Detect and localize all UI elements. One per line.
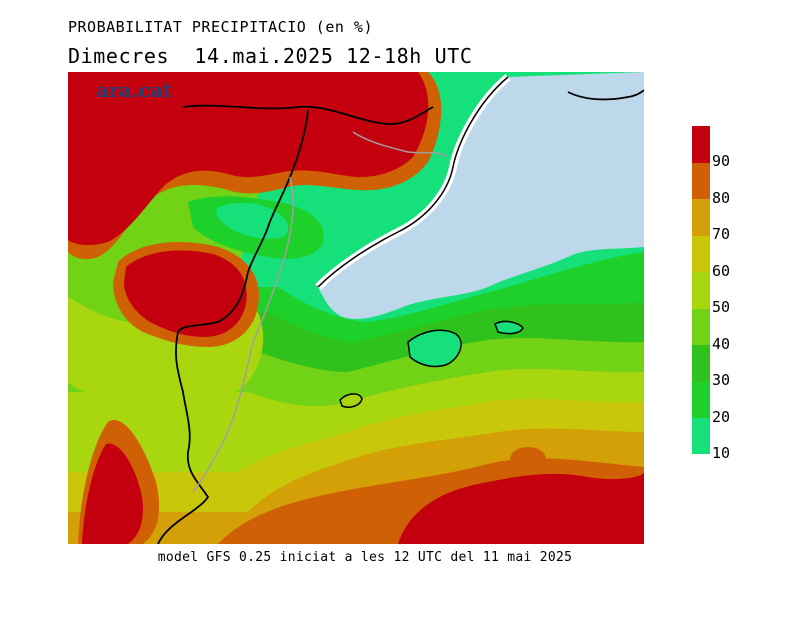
map-subtitle: Dimecres 14.mai.2025 12-18h UTC <box>68 44 473 68</box>
sea <box>318 72 644 319</box>
province-border-north <box>352 131 449 158</box>
colorbar-segment-50 <box>692 271 710 309</box>
province-border <box>192 176 294 493</box>
colorbar-label-70: 70 <box>712 225 731 244</box>
colorbar-label-30: 30 <box>712 371 731 390</box>
model-info: model GFS 0.25 iniciat a les 12 UTC del … <box>157 550 573 565</box>
ibiza-island <box>339 393 363 408</box>
colorbar-segment-10 <box>692 417 710 455</box>
coastline-edge <box>317 76 509 288</box>
band-90-north <box>68 72 429 246</box>
colorbar-segment-90 <box>692 126 710 163</box>
colorbar-segment-70 <box>692 198 710 236</box>
colorbar-segment-80 <box>692 162 710 200</box>
colorbar-segment-40 <box>692 308 710 346</box>
colorbar-label-20: 20 <box>712 407 731 426</box>
menorca-island <box>494 320 524 335</box>
france-border <box>182 104 434 125</box>
band-90-southwest <box>82 443 144 544</box>
mallorca-island <box>407 329 462 368</box>
colorbar-label-40: 40 <box>712 334 731 353</box>
colorbar <box>692 126 710 455</box>
map-canvas <box>68 72 644 544</box>
colorbar-segment-30 <box>692 344 710 382</box>
band-10-gap <box>216 202 289 240</box>
colorbar-segment-20 <box>692 381 710 419</box>
colorbar-label-80: 80 <box>712 188 731 207</box>
coast-northeast <box>567 89 644 101</box>
band-90-southeast <box>398 472 644 544</box>
map-title: PROBABILITAT PRECIPITACIO (en %) <box>68 18 373 36</box>
colorbar-label-60: 60 <box>712 261 731 280</box>
band-90-west <box>124 250 247 337</box>
colorbar-segment-60 <box>692 235 710 273</box>
colorbar-label-50: 50 <box>712 298 731 317</box>
precipitation-map <box>68 72 644 544</box>
region-border <box>157 109 309 544</box>
colorbar-label-10: 10 <box>712 444 731 462</box>
band-80-spot <box>510 447 546 471</box>
ara-cat-logo: ara.cat <box>96 78 172 102</box>
colorbar-label-90: 90 <box>712 152 731 171</box>
